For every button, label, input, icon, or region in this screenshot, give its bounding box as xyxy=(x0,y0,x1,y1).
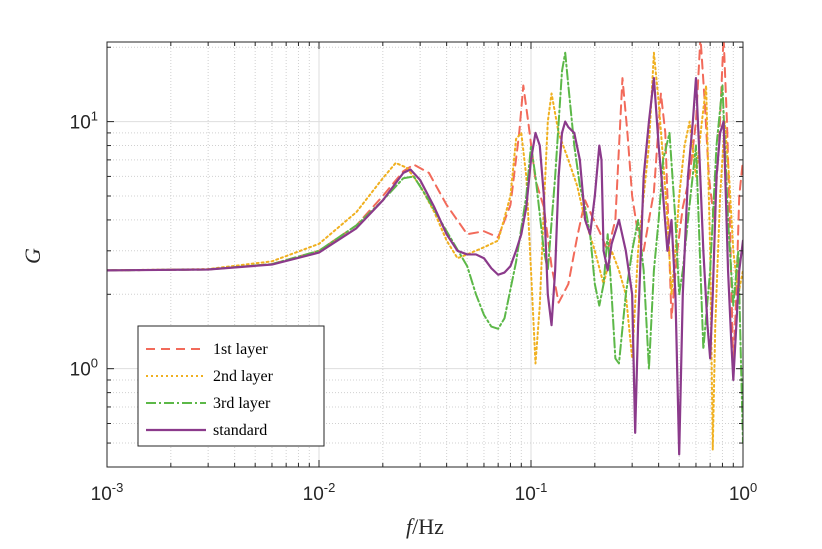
x-tick-label-base: 10 xyxy=(515,484,536,505)
x-tick-label-base: 10 xyxy=(91,484,112,505)
series-line-3 xyxy=(107,51,743,445)
x-axis-label-unit: /Hz xyxy=(412,514,444,539)
y-tick-label: 100 xyxy=(70,356,98,381)
legend-label-1: 1st layer xyxy=(213,341,268,358)
y-tick-label-exponent: 1 xyxy=(91,109,98,124)
x-tick-label: 100 xyxy=(729,480,757,505)
plot-frame xyxy=(106,41,744,468)
x-tick-label: 10-1 xyxy=(515,480,548,505)
legend-label-2: 2nd layer xyxy=(213,368,274,385)
ticks xyxy=(106,42,744,468)
legend-label-3: 3rd layer xyxy=(213,395,271,412)
legend: 1st layer 2nd layer 3rd layer standard xyxy=(137,325,325,447)
legend-label-4: standard xyxy=(213,422,267,439)
x-tick-label: 10-3 xyxy=(91,480,124,505)
x-tick-label-exponent: -1 xyxy=(536,480,548,495)
x-tick-labels: 10-3 10-2 10-1 100 xyxy=(91,480,758,505)
series-line-1 xyxy=(107,42,743,370)
series-group xyxy=(107,42,743,456)
y-tick-label-base: 10 xyxy=(70,113,91,134)
x-tick-label-base: 10 xyxy=(303,484,324,505)
x-axis-label: f/Hz xyxy=(406,514,444,539)
x-tick-label: 10-2 xyxy=(303,480,336,505)
legend-box xyxy=(137,325,325,447)
x-tick-label-exponent: -2 xyxy=(324,480,336,495)
x-tick-label-base: 10 xyxy=(729,484,750,505)
x-axis-label-symbol: f xyxy=(406,514,415,539)
series-line-4 xyxy=(107,77,743,456)
y-axis-label: G xyxy=(20,248,45,264)
y-tick-label: 101 xyxy=(70,109,98,134)
series-line-2 xyxy=(107,51,743,451)
plot-area xyxy=(107,42,743,456)
y-tick-label-exponent: 0 xyxy=(91,356,98,371)
y-tick-label-base: 10 xyxy=(70,360,91,381)
x-tick-label-exponent: -3 xyxy=(112,480,124,495)
x-tick-label-exponent: 0 xyxy=(750,480,757,495)
